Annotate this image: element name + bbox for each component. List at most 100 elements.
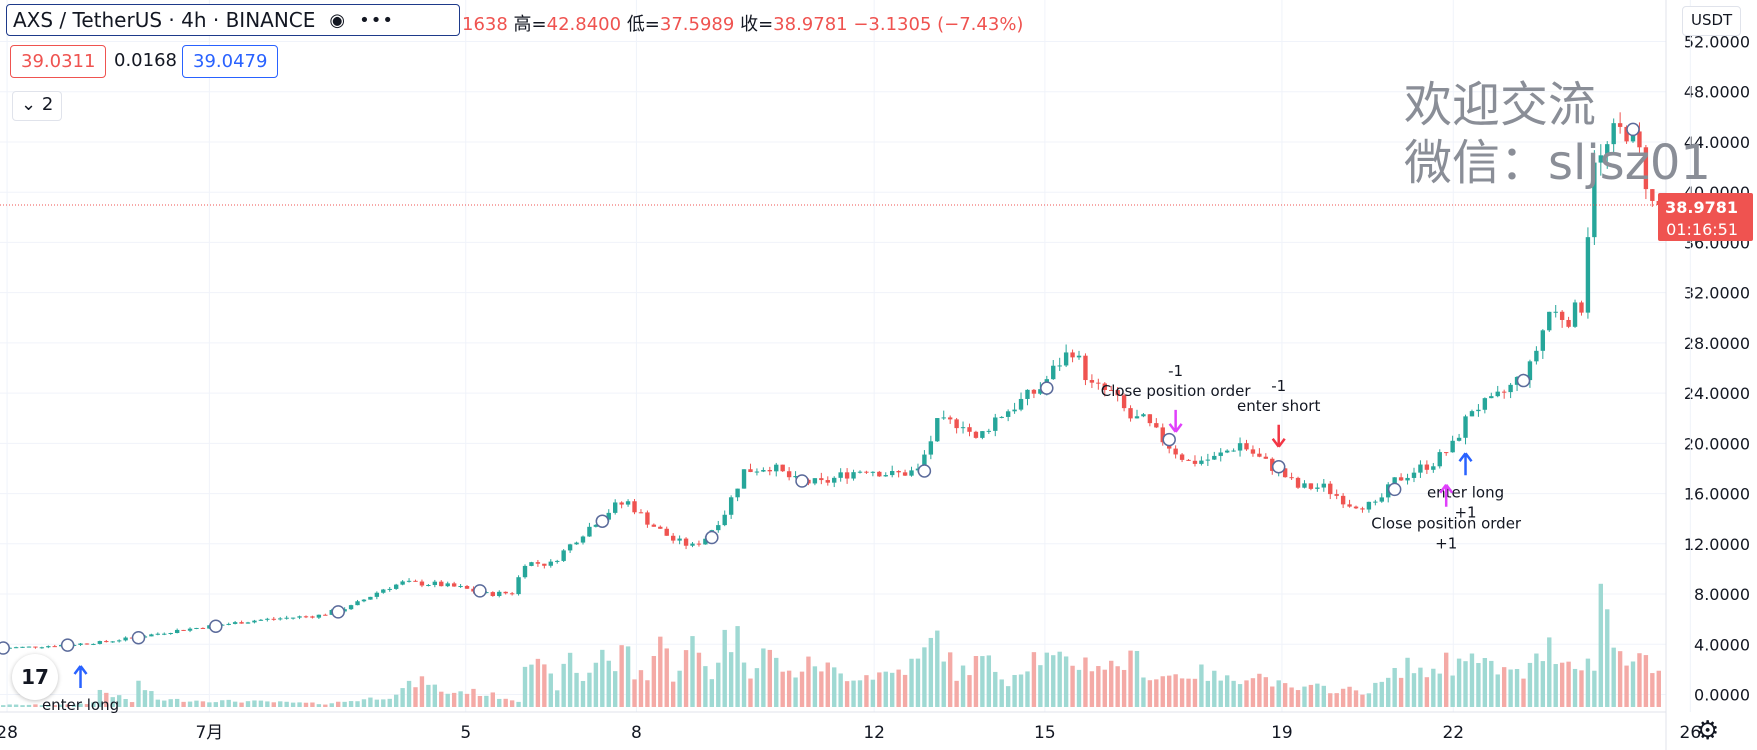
candle-body [323,614,328,616]
volume-bar [187,701,193,707]
candle-body [290,617,296,619]
volume-bar [1205,680,1211,707]
watermark: 欢迎交流 微信：sljsz01 [1404,76,1711,192]
candle-body [297,616,302,618]
volume-bar [902,674,908,707]
volume-bar [1244,680,1249,707]
candle-body [651,524,657,527]
volume-bar [993,671,998,707]
volume-bar [703,666,708,707]
close-label: 收= [740,14,774,35]
candle-body [155,633,161,635]
volume-bar [941,661,946,707]
y-tick-label: 32.0000 [1684,284,1750,303]
symbol-header[interactable]: AXS / TetherUS · 4h · BINANCE ◉ ••• [6,4,460,36]
close-value: 38.9781 [773,14,848,35]
volume-bar [1160,676,1165,707]
volume-bar [1018,674,1024,707]
volume-bar [1482,658,1488,707]
signal-arrow [73,665,88,688]
y-tick-label: 4.0000 [1694,635,1750,654]
candle-body [999,416,1004,418]
volume-bar [651,655,657,707]
volume-bar [348,701,354,707]
volume-bar [638,670,644,707]
tradingview-logo-icon[interactable]: 17 [12,654,58,700]
eye-icon[interactable]: ◉ [329,9,346,31]
volume-bar [774,657,779,707]
buy-price-button[interactable]: 39.0479 [182,45,279,78]
volume-bar [1392,667,1397,707]
volume-bar [336,701,341,707]
candle-body [1012,409,1017,412]
order-circle-marker [1271,460,1286,474]
sell-price-button[interactable]: 39.0311 [10,45,107,78]
volume-bar [59,704,64,707]
volume-bar [1386,677,1391,707]
candle-body [774,464,779,472]
candle-body [1534,350,1539,362]
candle-body [490,592,495,596]
volume-bar [1444,652,1449,707]
candle-body [1179,454,1185,460]
volume-bar [593,662,599,707]
candle-body [967,427,972,432]
candle-body [638,512,644,514]
gear-icon[interactable]: ⚙ [1696,716,1720,746]
volume-bar [71,704,77,707]
volume-bar [1070,665,1075,707]
volume-bar [1315,683,1320,707]
volume-bar [129,702,135,707]
candle-body [381,589,386,593]
watermark-line2: 微信：sljsz01 [1404,135,1711,191]
volume-bar [799,671,805,707]
volume-bar [1592,670,1597,707]
volume-bar [1605,609,1610,707]
volume-bar [1179,678,1185,707]
candle-body [451,583,457,587]
volume-bar [1379,681,1384,707]
candle-body [960,427,966,429]
volume-bar [600,649,605,707]
volume-bar [522,666,528,707]
volume-bar [1572,668,1578,707]
x-tick-label: 15 [1034,723,1056,743]
volume-bar [1231,680,1236,707]
candle-body [1186,459,1191,461]
candle-body [458,586,463,588]
y-tick-label: 24.0000 [1684,384,1750,403]
volume-bar [1501,667,1507,707]
candle-body [104,641,109,643]
candle-body [754,471,760,473]
candle-body [902,472,908,476]
candle-body [1437,452,1442,467]
y-tick-label: 16.0000 [1684,485,1750,504]
symbol-title[interactable]: AXS / TetherUS · 4h · BINANCE [13,8,316,32]
signal-arrow [1439,483,1454,507]
candle-body [922,454,927,469]
volume-bar [136,680,141,707]
volume-bar [381,699,386,707]
volume-bar [625,646,631,707]
volume-bar [1463,661,1468,707]
volume-bar [13,704,19,707]
more-dots-icon[interactable]: ••• [359,9,394,31]
candle-body [413,580,418,582]
volume-bar [1424,677,1430,707]
volume-bar [1186,678,1191,707]
volume-bar [194,700,199,707]
candle-body [1160,427,1165,443]
indicators-collapse-button[interactable]: ⌄ 2 [12,91,63,121]
candle-body [516,577,521,595]
candle-body [1527,361,1533,381]
volume-bar [464,693,470,707]
candle-body [793,476,798,478]
volume-bar [1282,683,1288,707]
chevron-down-icon: ⌄ [21,94,37,115]
order-circle-marker [1626,122,1640,137]
currency-button[interactable]: USDT [1682,6,1742,36]
candle-body [1063,352,1069,366]
volume-bar [561,663,566,707]
candle-body [851,472,856,479]
